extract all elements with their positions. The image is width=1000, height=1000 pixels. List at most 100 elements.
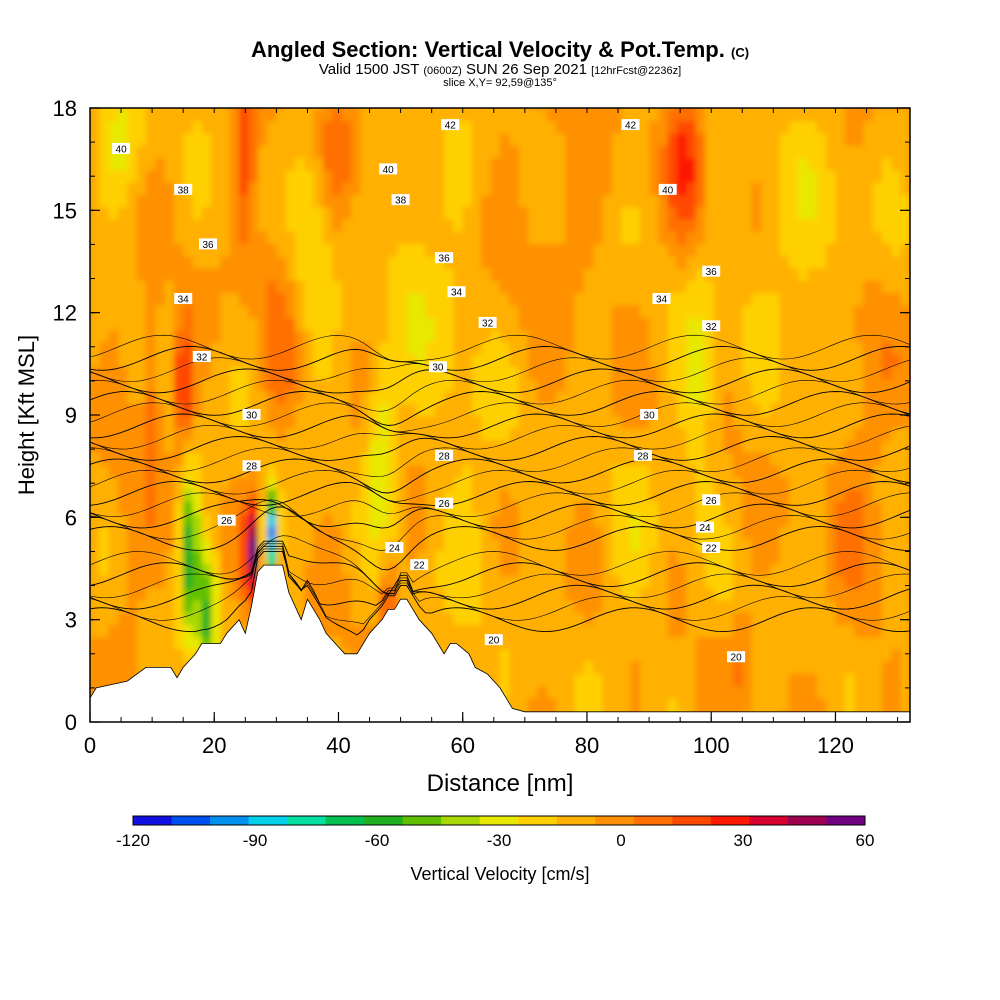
velocity-cell <box>99 390 110 404</box>
velocity-cell <box>276 329 287 343</box>
velocity-cell <box>257 365 268 380</box>
velocity-cell <box>108 341 119 355</box>
velocity-cell <box>854 279 865 294</box>
velocity-cell <box>826 329 837 343</box>
velocity-cell <box>360 427 371 441</box>
velocity-cell <box>509 230 520 245</box>
velocity-cell <box>285 451 296 466</box>
velocity-cell <box>546 169 557 183</box>
velocity-cell <box>602 390 613 404</box>
velocity-cell <box>360 390 371 404</box>
velocity-cell <box>807 537 818 552</box>
velocity-cell <box>658 660 669 674</box>
velocity-cell <box>267 550 278 564</box>
velocity-cell <box>835 525 846 539</box>
velocity-cell <box>686 144 697 159</box>
velocity-cell <box>537 120 548 134</box>
velocity-cell <box>742 365 753 380</box>
velocity-cell <box>574 316 585 331</box>
velocity-cell <box>854 672 865 687</box>
velocity-cell <box>183 108 194 109</box>
velocity-cell <box>406 218 418 232</box>
velocity-cell <box>649 181 660 195</box>
velocity-cell <box>295 488 306 502</box>
velocity-cell <box>369 206 380 220</box>
velocity-cell <box>295 230 306 245</box>
velocity-cell <box>528 144 539 159</box>
velocity-cell <box>481 599 492 613</box>
velocity-cell <box>90 464 101 478</box>
velocity-cell <box>882 365 893 380</box>
velocity-cell <box>155 636 166 650</box>
velocity-cell <box>183 451 194 466</box>
velocity-cell <box>630 194 641 208</box>
velocity-cell <box>99 501 110 515</box>
velocity-cell <box>798 108 809 109</box>
colorbar-tick-label: 30 <box>734 831 753 850</box>
velocity-cell <box>835 108 846 109</box>
velocity-cell <box>323 181 334 195</box>
velocity-cell <box>677 574 688 588</box>
velocity-cell <box>872 402 883 416</box>
velocity-cell <box>723 108 734 109</box>
velocity-cell <box>844 537 856 552</box>
velocity-cell <box>173 390 185 404</box>
y-tick-label: 6 <box>65 505 77 530</box>
velocity-cell <box>239 108 250 109</box>
velocity-cell <box>192 206 203 220</box>
velocity-cell <box>397 169 408 183</box>
velocity-cell <box>416 279 427 294</box>
velocity-cell <box>388 525 399 539</box>
velocity-cell <box>388 255 399 269</box>
velocity-cell <box>313 451 324 466</box>
velocity-cell <box>528 132 539 146</box>
velocity-cell <box>453 292 464 306</box>
velocity-cell <box>332 341 343 355</box>
velocity-cell <box>220 267 231 281</box>
velocity-cell <box>854 660 865 674</box>
velocity-cell <box>369 439 380 453</box>
velocity-cell <box>854 206 865 220</box>
velocity-cell <box>267 169 278 183</box>
velocity-cell <box>630 476 641 490</box>
velocity-cell <box>518 157 529 171</box>
velocity-cell <box>639 574 651 588</box>
velocity-cell <box>220 537 231 552</box>
velocity-cell <box>826 157 837 171</box>
velocity-cell <box>108 194 119 208</box>
velocity-cell <box>425 169 436 183</box>
velocity-cell <box>649 537 660 552</box>
velocity-cell <box>686 353 697 367</box>
velocity-cell <box>630 206 641 220</box>
velocity-cell <box>369 378 380 392</box>
velocity-cell <box>229 157 241 171</box>
velocity-cell <box>695 378 706 392</box>
velocity-cell <box>304 218 315 232</box>
velocity-cell <box>733 243 744 257</box>
velocity-cell <box>807 574 818 588</box>
velocity-cell <box>537 648 548 662</box>
velocity-cell <box>882 636 893 650</box>
velocity-cell <box>891 451 902 466</box>
velocity-cell <box>695 279 706 294</box>
velocity-cell <box>378 550 390 564</box>
velocity-cell <box>826 108 837 109</box>
velocity-cell <box>416 550 427 564</box>
velocity-cell <box>854 611 865 625</box>
velocity-cell <box>583 120 595 134</box>
velocity-cell <box>434 218 446 232</box>
velocity-cell <box>145 365 157 380</box>
velocity-cell <box>835 439 846 453</box>
colorbar-swatch <box>518 816 558 825</box>
velocity-cell <box>192 390 203 404</box>
velocity-cell <box>779 230 790 245</box>
velocity-cell <box>751 636 762 650</box>
velocity-cell <box>863 537 874 552</box>
velocity-cell <box>155 378 166 392</box>
velocity-cell <box>313 488 324 502</box>
velocity-cell <box>434 194 446 208</box>
velocity-cell <box>723 243 734 257</box>
velocity-cell <box>444 636 455 650</box>
velocity-cell <box>863 390 874 404</box>
velocity-cell <box>798 636 809 650</box>
